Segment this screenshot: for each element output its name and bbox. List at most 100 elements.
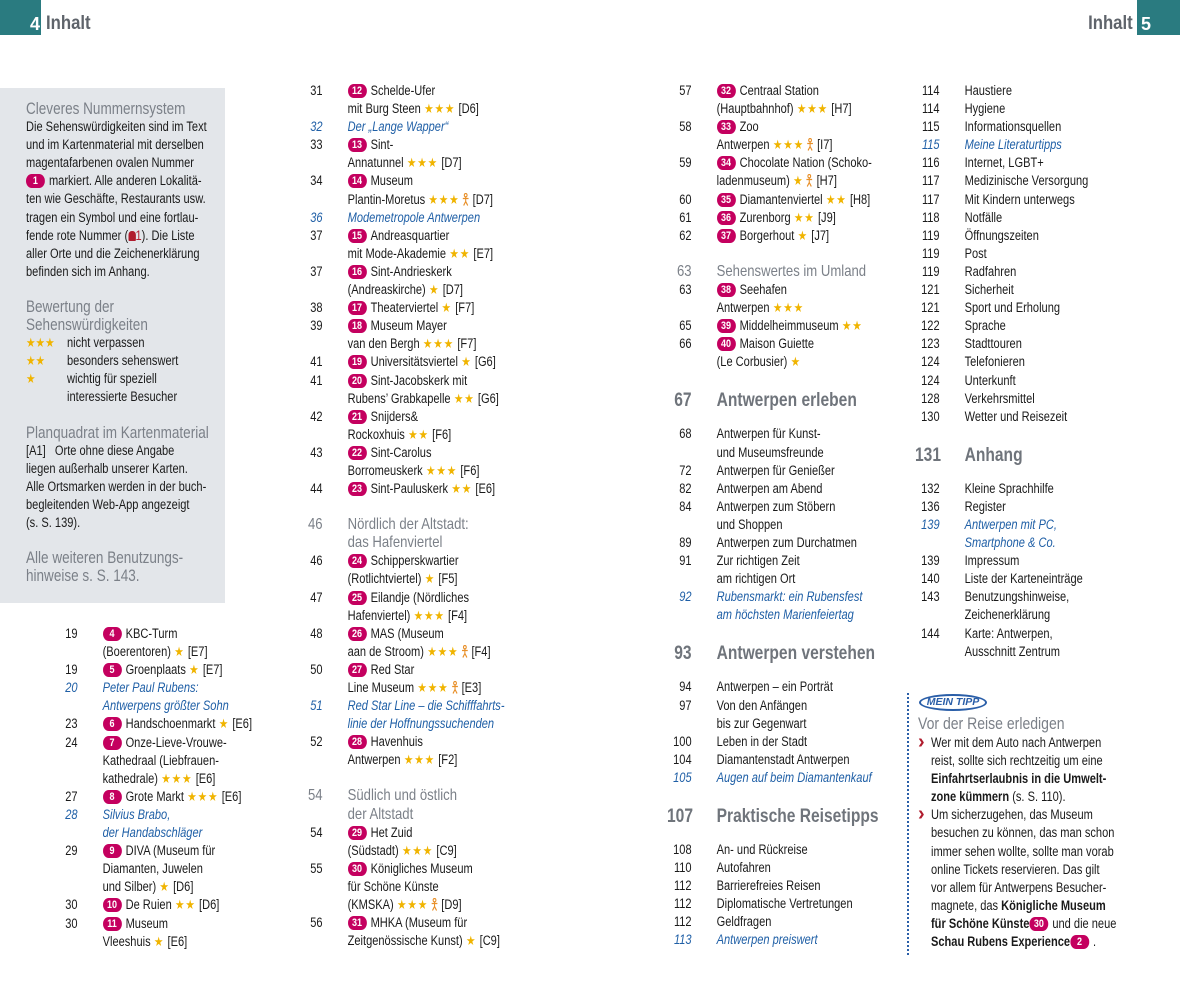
toc-plain: 97 Von den Anfängen bis zur Gegenwart (667, 697, 938, 733)
toc-line-text: Handschoenmarkt (125, 716, 216, 732)
toc-line: 23 Sint-Pauluskerk ★★ [E6] (347, 480, 495, 498)
toc-line: Annatunnel ★★★ [D7] (348, 154, 462, 172)
toc-line: Augen auf beim Diamantenkauf (717, 769, 872, 787)
toc-page: 39 (310, 318, 323, 334)
toc-line: Ausschnitt Zentrum (965, 643, 1060, 661)
toc-page: 132 (921, 480, 940, 496)
toc-line-text: Barrierefreies Reisen (716, 878, 821, 894)
toc-line-text: Schipperskwartier (370, 553, 459, 569)
toc-plain: 119 Post (915, 245, 1180, 263)
toc-line: Diamanten, Juwelen (103, 860, 216, 878)
toc-line-text: Universitätsviertel (370, 354, 458, 370)
tipp-divider (907, 693, 909, 955)
sight-number-badge: 4 (102, 627, 122, 641)
toc-line: Zeichenerklärung (965, 606, 1070, 624)
toc-plain: 121 Sicherheit (915, 281, 1180, 299)
toc-text: 36 Zurenborg ★★ [J9] (716, 209, 836, 227)
toc-text: 25 Eilandje (Nördliches Hafenviertel) ★★★ [F… (347, 589, 469, 625)
text-segment: fende rote Nummer ( (26, 227, 129, 243)
toc-text: Antwerpen – ein Porträt (717, 678, 833, 696)
toc-line-text: Post (964, 245, 987, 261)
toc-line-text: Wetter und Reisezeit (964, 408, 1068, 424)
sight-number-badge: 10 (102, 898, 122, 913)
rating-stars: ★★★ (401, 842, 434, 858)
toc-line: 38 Seehafen (716, 281, 807, 299)
toc-line-text: Telefonieren (964, 354, 1025, 370)
toc-text: 39 Middelheimmuseum ★★ (716, 317, 866, 335)
tipp-line-text: reist, sollte sich rechtzeitig um eine (931, 752, 1106, 770)
text-segment: befinden sich im Anhang. (26, 263, 150, 279)
toc-line: Karte: Antwerpen, (965, 625, 1060, 643)
toc-plain: 124 Unterkunft (915, 372, 1180, 390)
toc-text: Antwerpen für Genießer (717, 462, 835, 480)
toc-item: 24 7 Onze-Lieve-Vrouwe- Kathedraal (Liebfra… (53, 734, 324, 788)
text-segment: . (1093, 934, 1097, 950)
page-tab-left (0, 0, 41, 35)
more-info-line: Alle weiteren Benutzungs- (26, 549, 184, 568)
toc-item: 37 16 Sint-Andrieskerk (Andreaskirche) ★ [D7] (298, 263, 569, 299)
toc-line: mit Mode-Akademie ★★ [E7] (348, 245, 493, 263)
toc-page: 123 (921, 336, 940, 352)
grid-text-line: [A1] Orte ohne diese Angabe (26, 442, 175, 458)
toc-page: 30 (65, 915, 78, 931)
sight-number-badge: 11 (102, 916, 122, 931)
toc-text: Informationsquellen (965, 118, 1062, 136)
running-title-right: Inhalt (1088, 13, 1133, 34)
toc-text: Karte: Antwerpen, Ausschnitt Zentrum (965, 625, 1060, 661)
toc-item: 50 27 Red Star Line Museum ★★★ [E3] (298, 661, 569, 697)
family-friendly-icon (451, 681, 458, 694)
rating-stars: ★ (189, 662, 200, 678)
toc-line: 17 Theaterviertel ★ [F7] (347, 299, 474, 317)
toc-item: 52 28 Havenhuis Antwerpen ★★★ [F2] (298, 733, 569, 769)
toc-line: Modemetropole Antwerpen (348, 209, 481, 227)
toc-chapter: 67 Antwerpen erleben (667, 388, 938, 414)
toc-plain: 72 Antwerpen für Genießer (667, 462, 938, 480)
toc-line-text: der Handabschläger (102, 825, 203, 841)
toc-line: 10 De Ruien ★★ [D6] (102, 896, 219, 914)
toc-item: 48 26 MAS (Museum aan de Stroom) ★★★ [F4] (298, 625, 569, 661)
toc-line: 11 Museum (102, 915, 188, 933)
toc-page: 117 (921, 191, 940, 207)
toc-line: Stadttouren (965, 335, 1022, 353)
map-grid-ref: [F7] (457, 336, 477, 352)
toc-page: 56 (310, 915, 323, 931)
toc-item: 65 39 Middelheimmuseum ★★ (667, 317, 938, 335)
chapter-page: 93 (674, 643, 692, 665)
toc-text: Öffnungszeiten (965, 227, 1039, 245)
sight-number-badge: 19 (347, 355, 367, 370)
toc-item: 19 4 KBC-Turm (Boerentoren) ★ [E7] (53, 625, 324, 661)
toc-line: Smartphone & Co. (965, 534, 1057, 552)
toc-text: Sport und Erholung (965, 299, 1060, 317)
toc-text: Wetter und Reisezeit (965, 408, 1068, 426)
running-title-left: Inhalt (46, 13, 91, 34)
toc-text: Augen auf beim Diamantenkauf (717, 769, 872, 787)
toc-line: Öffnungszeiten (965, 227, 1039, 245)
toc-text: 15 Andreasquartier mit Mode-Akademie ★★ [E7] (347, 227, 493, 263)
family-friendly-icon (807, 138, 813, 152)
red-number: 1 (135, 227, 142, 243)
toc-page: 52 (310, 734, 323, 750)
box-text-line: und im Kartenmaterial mit derselben (26, 136, 209, 154)
toc-plain: 130 Wetter und Reisezeit (915, 408, 1180, 426)
toc-item: 58 33 Zoo Antwerpen ★★★ [I7] (667, 118, 938, 154)
rating-title-line: Sehenswürdigkeiten (26, 316, 148, 335)
rating-stars: ★★★ (403, 752, 435, 768)
toc-line: Telefonieren (965, 353, 1025, 371)
toc-line: Sicherheit (965, 281, 1014, 299)
toc-page: 105 (673, 769, 692, 785)
toc-page: 97 (679, 697, 692, 713)
toc-line: Benutzungshinweise, (965, 588, 1070, 606)
toc-page: 30 (65, 897, 78, 913)
toc-page: 19 (65, 662, 78, 678)
toc-text: Post (965, 245, 987, 263)
toc-link: 139 Antwerpen mit PC, Smartphone & Co. (915, 516, 1180, 552)
toc-line-text: Antwerpen preiswert (716, 932, 818, 948)
toc-line: 30 Königliches Museum (347, 860, 473, 878)
toc-line-text: Antwerpen für Kunst- (716, 426, 821, 442)
toc-link: 36 Modemetropole Antwerpen (298, 209, 569, 227)
map-grid-ref: [D6] (173, 879, 194, 895)
toc-line-text: Radfahren (964, 263, 1017, 279)
toc-line: 19 Universitätsviertel ★ [G6] (347, 353, 496, 371)
toc-line-text: das Hafenviertel (347, 534, 443, 552)
toc-line: und Shoppen (717, 516, 836, 534)
